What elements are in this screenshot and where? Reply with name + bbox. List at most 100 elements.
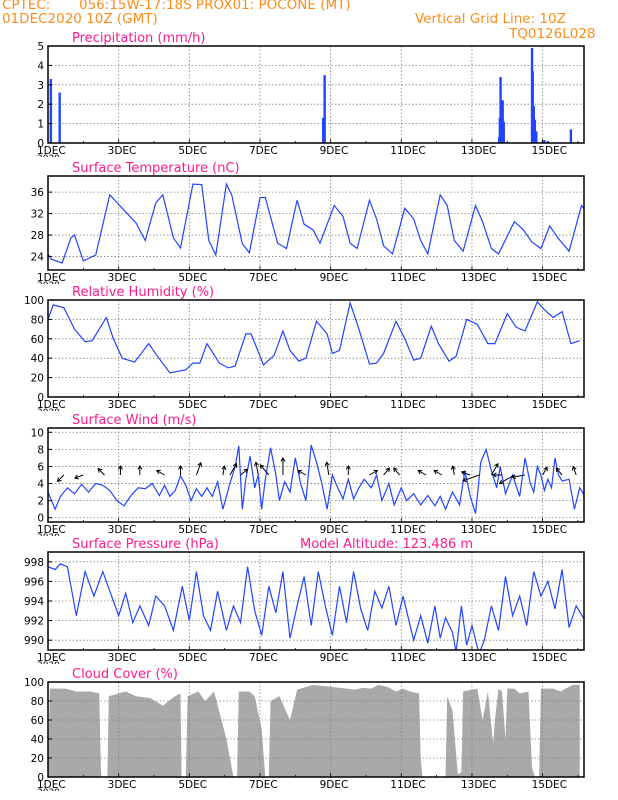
wind-arrow bbox=[369, 470, 378, 476]
x-tick-label: 13DEC bbox=[461, 652, 496, 664]
panel-annotation: Model Altitude: 123.486 m bbox=[300, 537, 473, 552]
y-tick-label: 3 bbox=[37, 80, 44, 92]
precip-bar bbox=[323, 75, 326, 143]
panel-1: 1DEC 3DEC 5DEC 7DEC 9DEC 11DEC 13DEC 15DEC 24 28 3… bbox=[31, 161, 585, 284]
wind-arrow-head bbox=[73, 474, 79, 480]
wind-arrow-head bbox=[297, 469, 303, 475]
wind-arrow-head bbox=[243, 468, 249, 474]
precip-bar bbox=[322, 117, 325, 143]
y-tick-label: 4 bbox=[37, 60, 44, 72]
wind-arrow bbox=[255, 462, 259, 476]
wind-arrow-head bbox=[259, 464, 265, 470]
panel-frame bbox=[47, 551, 585, 651]
wind-arrow bbox=[229, 463, 237, 476]
x-tick-label: 13DEC bbox=[461, 779, 496, 791]
y-tick-label: 4 bbox=[37, 479, 44, 491]
panel-0: 1DEC 3DEC 5DEC 7DEC 9DEC 11DEC 13DEC 15DEC 0 1 2 3 4… bbox=[37, 31, 585, 157]
wind-arrow-head bbox=[324, 461, 330, 467]
y-tick-label: 0 bbox=[37, 392, 44, 404]
header-source: CPTEC: bbox=[2, 0, 51, 13]
precip-bar bbox=[535, 131, 538, 143]
y-tick-label: 32 bbox=[31, 209, 44, 221]
x-tick-label: 7DEC bbox=[249, 779, 278, 791]
x-tick-label: 3DEC bbox=[108, 272, 137, 284]
x-tick-label: 3DEC bbox=[108, 399, 137, 411]
x-tick-label: 5DEC bbox=[178, 145, 207, 157]
y-tick-label: 60 bbox=[31, 715, 44, 727]
wind-arrow bbox=[297, 470, 307, 476]
panel-frame bbox=[47, 427, 585, 523]
y-tick-label: 6 bbox=[37, 461, 44, 473]
panel-title: Surface Pressure (hPa) bbox=[72, 537, 219, 552]
wind-arrow-head bbox=[137, 465, 143, 470]
x-tick-label: 9DEC bbox=[320, 524, 349, 536]
header-location: 056:15W-17:18S PROX01: POCONE (MT) bbox=[79, 0, 351, 13]
header-grid-note: Vertical Grid Line: 10Z bbox=[415, 11, 566, 27]
x-tick-label: 3DEC bbox=[108, 524, 137, 536]
x-tick-label: 15DEC bbox=[532, 652, 567, 664]
wind-arrow-head bbox=[433, 469, 439, 475]
wind-arrow bbox=[452, 466, 455, 476]
wind-arrow bbox=[393, 467, 400, 476]
wind-arrow-head bbox=[373, 469, 379, 475]
series-line bbox=[48, 444, 584, 514]
header-model-code: TQ0126L028 bbox=[509, 26, 596, 42]
precip-bar bbox=[58, 92, 61, 143]
x-tick-label: 5DEC bbox=[178, 399, 207, 411]
wind-arrow bbox=[195, 462, 202, 476]
wind-arrow bbox=[74, 474, 84, 479]
panel-title: Cloud Cover (%) bbox=[72, 667, 178, 682]
x-tick-label: 11DEC bbox=[390, 399, 425, 411]
panel-frame bbox=[47, 299, 585, 398]
x-tick-label: 3DEC bbox=[108, 779, 137, 791]
wind-arrow-head bbox=[492, 472, 497, 478]
x-tick-label: 9DEC bbox=[320, 399, 349, 411]
y-tick-label: 0 bbox=[37, 138, 44, 150]
wind-arrow-head bbox=[450, 465, 456, 471]
x-tick-label: 15DEC bbox=[532, 779, 567, 791]
y-tick-label: 2 bbox=[37, 496, 44, 508]
precip-bar bbox=[502, 121, 505, 143]
panel-4: 1DEC 3DEC 5DEC 7DEC 9DEC 11DEC 13DEC 15DEC 990 99… bbox=[24, 537, 585, 671]
truncated-year-label: 2020 bbox=[37, 661, 60, 671]
wind-arrow-head bbox=[460, 470, 466, 476]
panel-title: Surface Wind (m/s) bbox=[72, 413, 196, 428]
y-tick-label: 8 bbox=[37, 444, 44, 456]
plot-area bbox=[48, 300, 584, 397]
y-tick-label: 28 bbox=[31, 230, 44, 242]
y-tick-label: 60 bbox=[31, 334, 44, 346]
wind-arrow bbox=[222, 466, 225, 476]
x-tick-label: 11DEC bbox=[390, 145, 425, 157]
wind-arrow-head bbox=[417, 469, 423, 475]
x-tick-label: 13DEC bbox=[461, 272, 496, 284]
x-tick-label: 15DEC bbox=[532, 399, 567, 411]
x-tick-label: 7DEC bbox=[249, 272, 278, 284]
x-tick-label: 9DEC bbox=[320, 652, 349, 664]
wind-arrow bbox=[499, 474, 515, 484]
x-tick-label: 1DEC bbox=[37, 524, 66, 536]
wind-arrow-head bbox=[345, 465, 351, 470]
x-tick-label: 7DEC bbox=[249, 524, 278, 536]
x-tick-label: 1DEC bbox=[37, 145, 66, 157]
wind-arrow bbox=[156, 470, 165, 476]
wind-arrow-head bbox=[571, 465, 577, 471]
y-tick-label: 0 bbox=[37, 513, 44, 525]
precip-bar bbox=[49, 78, 53, 143]
precip-bar bbox=[533, 119, 537, 143]
wind-arrow bbox=[57, 474, 65, 482]
wind-arrow-head bbox=[555, 467, 561, 473]
y-tick-label: 1 bbox=[37, 119, 44, 131]
truncated-year-label: 2020 bbox=[37, 788, 60, 798]
wind-arrow bbox=[572, 466, 577, 476]
panel-2: 1DEC 3DEC 5DEC 7DEC 9DEC 11DEC 13DEC 15DEC 0 20 40… bbox=[24, 285, 585, 411]
plot-area bbox=[48, 428, 584, 522]
wind-arrow-head bbox=[97, 467, 103, 473]
x-tick-label: 11DEC bbox=[390, 272, 425, 284]
y-tick-label: 20 bbox=[31, 373, 44, 385]
wind-arrow bbox=[512, 474, 526, 478]
x-tick-label: 9DEC bbox=[320, 145, 349, 157]
x-tick-label: 3DEC bbox=[108, 652, 137, 664]
wind-arrow-head bbox=[543, 466, 548, 472]
y-tick-label: 40 bbox=[31, 353, 44, 365]
x-tick-label: 15DEC bbox=[532, 272, 567, 284]
